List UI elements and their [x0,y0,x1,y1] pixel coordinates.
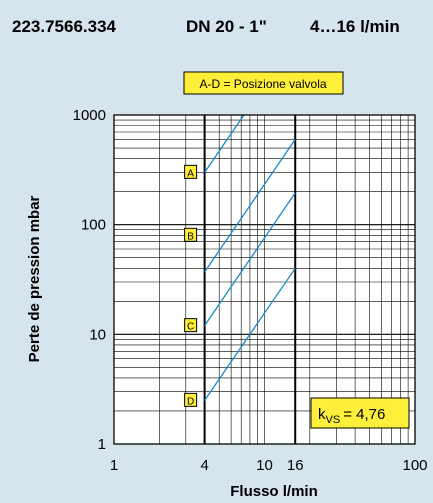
curve-A [204,114,245,173]
grid [114,115,415,444]
position-legend: A-D = Posizione valvola [183,71,344,95]
kvs-text: kVS = 4,76 [318,406,385,426]
x-tick-labels: 1 4 10 16 100 [110,457,428,474]
position-label-B: B [187,231,194,242]
position-labels: A B C D [184,164,198,407]
x-tick-label: 16 [287,457,304,474]
y-tick-label: 100 [81,217,106,234]
y-tick-label: 1 [98,436,106,453]
kvs-value: = 4,76 [343,406,385,423]
curves [204,114,296,401]
curve-B [204,138,296,273]
kvs-box: kVS = 4,76 [310,397,410,429]
y-tick-label: 1000 [73,107,106,124]
curve-C [204,192,296,327]
y-axis-title: Perte de pression mbar [26,195,43,362]
y-tick-label: 10 [89,326,106,343]
plot-border [113,114,416,445]
article-number: 223.7566.334 [12,17,117,36]
x-tick-label: 100 [402,457,427,474]
position-label-C: C [187,322,194,333]
dn-size: DN 20 - 1" [186,17,267,36]
x-tick-label: 1 [110,457,118,474]
position-box-D [184,392,198,407]
position-box-C [184,318,198,333]
y-tick-labels: 1 10 100 1000 [73,107,106,453]
position-label-A: A [187,168,194,179]
x-tick-label: 10 [256,457,273,474]
position-label-D: D [187,396,194,407]
curve-D [204,267,296,401]
kvs-subscript: VS [326,414,341,426]
flow-range: 4…16 l/min [310,17,400,36]
x-tick-label: 4 [200,457,208,474]
kvs-symbol: k [318,406,326,423]
position-box-A [184,164,198,179]
position-box-B [184,227,198,242]
x-axis-title: Flusso l/min [230,483,318,500]
position-legend-text: A-D = Posizione valvola [199,77,326,91]
